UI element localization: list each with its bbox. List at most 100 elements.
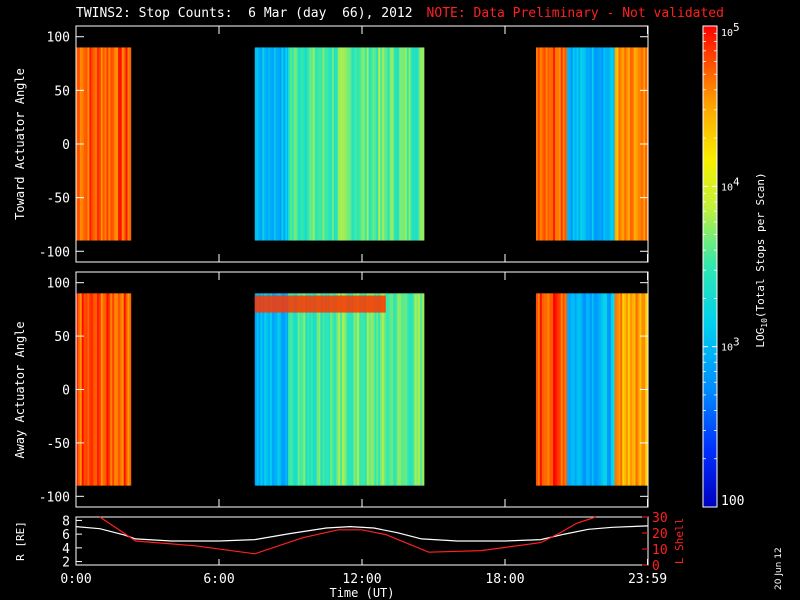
heatmap-column <box>535 47 539 241</box>
heatmap-column <box>382 293 385 486</box>
heatmap-column <box>299 293 302 486</box>
heatmap-column <box>603 293 606 486</box>
heatmap-column <box>414 293 417 486</box>
heatmap-column <box>305 293 308 486</box>
heatmap-column <box>393 293 396 486</box>
y-tick-label: -50 <box>47 192 70 207</box>
heatmap-column <box>597 47 600 241</box>
heatmap-column <box>385 47 389 241</box>
heatmap-column <box>627 293 631 486</box>
heatmap-column <box>614 47 617 241</box>
y-tick-label: 100 <box>47 31 70 46</box>
heatmap-column <box>347 293 351 486</box>
heatmap-column <box>622 293 625 486</box>
heatmap-column <box>295 293 299 486</box>
heatmap-column <box>104 47 107 241</box>
heatmap-column <box>293 293 297 486</box>
heatmap-column <box>610 47 614 241</box>
heatmap-column <box>277 47 280 241</box>
heatmap-column <box>123 293 126 486</box>
heatmap-column <box>582 47 585 241</box>
heatmap-column <box>391 293 394 486</box>
heatmap-column <box>299 47 302 241</box>
heatmap-column <box>95 293 98 486</box>
heatmap-column <box>584 47 587 241</box>
heatmap-column <box>537 293 541 486</box>
y-tick-label: -100 <box>39 245 70 260</box>
heatmap-column <box>333 293 337 486</box>
heatmap-column <box>372 47 375 241</box>
heatmap-column <box>572 293 575 486</box>
y-tick-label: 0 <box>62 384 70 399</box>
heatmap-column <box>616 293 619 486</box>
heatmap-column <box>349 293 352 486</box>
heatmap-column <box>303 293 306 486</box>
heatmap-column <box>578 47 581 241</box>
heatmap-column <box>418 47 421 241</box>
colorbar: 105 104 103 100 LOG10(Total Stops per Scan) <box>702 21 769 509</box>
heatmap-column <box>288 47 291 241</box>
y-tick-label: 50 <box>54 84 70 99</box>
heatmap-column <box>549 47 552 241</box>
heatmap-column <box>610 293 614 486</box>
away-y-axis-label: Away Actuator Angle <box>13 321 27 458</box>
heatmap-column <box>353 293 356 486</box>
heatmap-column <box>591 293 595 486</box>
heatmap-column <box>290 293 293 486</box>
colorbar-tick-label: 103 <box>721 336 740 354</box>
heatmap-column <box>620 293 623 486</box>
heatmap-column <box>391 47 394 241</box>
heatmap-column <box>368 293 371 486</box>
heatmap-column <box>87 47 90 241</box>
heatmap-column <box>314 293 318 486</box>
heatmap-column <box>288 293 291 486</box>
heatmap-column <box>566 293 568 486</box>
heatmap-column <box>264 47 267 241</box>
heatmap-column <box>335 47 339 241</box>
heatmap-column <box>364 47 368 241</box>
heatmap-column <box>586 293 589 486</box>
heatmap-column <box>95 47 98 241</box>
heatmap-column <box>309 47 312 241</box>
time-tick-label: 0:00 <box>60 572 91 587</box>
heatmap-column <box>275 47 279 241</box>
heatmap-column <box>376 47 379 241</box>
heatmap-column <box>347 47 351 241</box>
heatmap-column <box>340 293 343 486</box>
heatmap-column <box>593 293 596 486</box>
heatmap-column <box>584 293 587 486</box>
heatmap-column <box>422 293 425 486</box>
heatmap-column <box>337 47 339 241</box>
heatmap-column <box>586 47 589 241</box>
time-tick-label: 23:59 <box>628 572 667 587</box>
time-tick-label: 12:00 <box>342 572 381 587</box>
heatmap-column <box>307 47 310 241</box>
heatmap-column <box>258 47 261 241</box>
heatmap-column <box>335 293 339 486</box>
heatmap-column <box>382 47 385 241</box>
heatmap-column <box>123 47 126 241</box>
heatmap-column <box>555 47 558 241</box>
heatmap-column <box>279 47 282 241</box>
heatmap-column <box>320 47 323 241</box>
heatmap-column <box>254 293 258 486</box>
heatmap-column <box>106 47 109 241</box>
heatmap-column <box>399 47 402 241</box>
heatmap-column <box>593 47 596 241</box>
away-x-ticks <box>75 272 649 507</box>
heatmap-column <box>366 293 370 486</box>
heatmap-column <box>114 47 117 241</box>
time-tick-label: 6:00 <box>203 572 234 587</box>
heatmap-column <box>85 293 88 486</box>
heatmap-column <box>355 47 358 241</box>
heatmap-column <box>408 293 412 486</box>
heatmap-column <box>633 47 637 241</box>
time-axis-label: Time (UT) <box>329 586 394 600</box>
y-tick-label: 50 <box>54 330 70 345</box>
heatmap-column <box>260 47 263 241</box>
heatmap-column <box>119 47 123 241</box>
heatmap-column <box>324 293 327 486</box>
heatmap-column <box>309 293 312 486</box>
heatmap-column <box>539 47 543 241</box>
